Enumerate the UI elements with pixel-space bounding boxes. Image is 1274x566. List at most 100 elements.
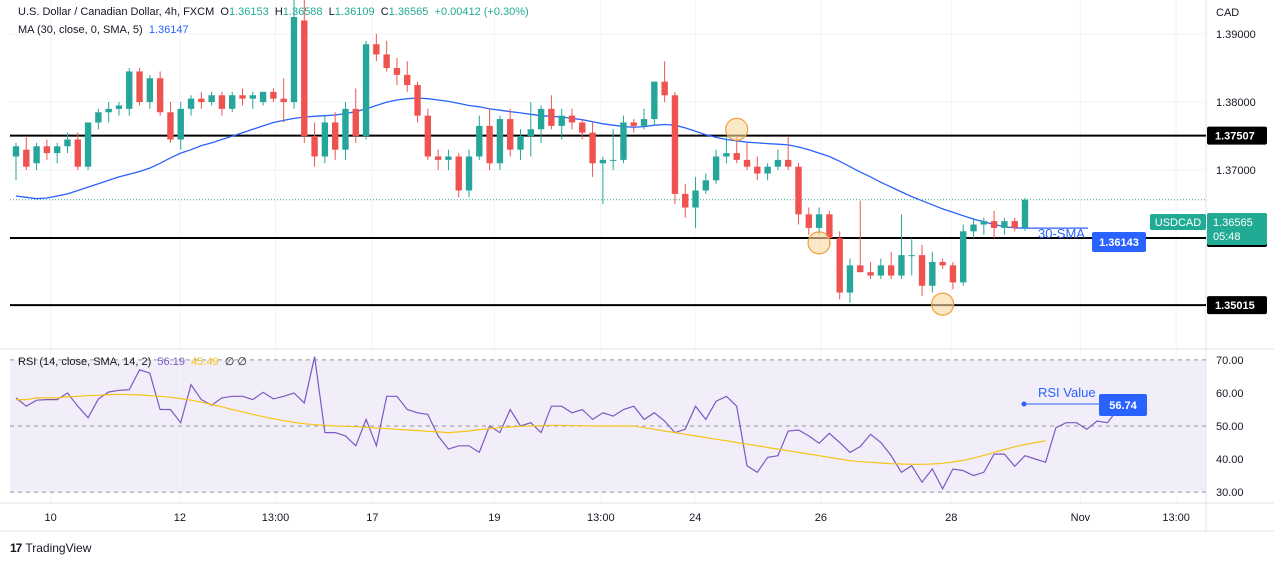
bullish-candle[interactable] xyxy=(126,71,133,109)
bearish-candle[interactable] xyxy=(805,214,812,228)
bullish-candle[interactable] xyxy=(702,180,710,191)
bearish-candle[interactable] xyxy=(857,265,864,273)
bullish-candle[interactable] xyxy=(640,119,648,126)
bullish-candle[interactable] xyxy=(898,255,905,276)
bullish-candle[interactable] xyxy=(723,153,730,157)
bearish-candle[interactable] xyxy=(404,74,411,86)
ma-legend[interactable]: MA (30, close, 0, SMA, 5) 1.36147 xyxy=(18,24,189,36)
bearish-candle[interactable] xyxy=(785,159,792,167)
bullish-candle[interactable] xyxy=(929,261,936,286)
bullish-candle[interactable] xyxy=(846,265,854,293)
bullish-candle[interactable] xyxy=(558,115,565,126)
bullish-candle[interactable] xyxy=(764,166,771,174)
ma30-line[interactable] xyxy=(15,97,1088,229)
bearish-candle[interactable] xyxy=(589,132,596,164)
bullish-candle[interactable] xyxy=(177,108,184,140)
bullish-candle[interactable] xyxy=(115,105,123,109)
bearish-candle[interactable] xyxy=(23,149,30,167)
bullish-candle[interactable] xyxy=(342,108,349,150)
bearish-candle[interactable] xyxy=(548,108,555,126)
bearish-candle[interactable] xyxy=(661,81,668,96)
bullish-candle[interactable] xyxy=(527,129,534,137)
bullish-candle[interactable] xyxy=(496,119,504,164)
bearish-candle[interactable] xyxy=(383,54,390,69)
bearish-candle[interactable] xyxy=(455,156,462,191)
bullish-candle[interactable] xyxy=(476,125,483,157)
bearish-candle[interactable] xyxy=(887,265,895,276)
bearish-candle[interactable] xyxy=(331,122,339,150)
bearish-candle[interactable] xyxy=(1011,221,1018,228)
bullish-candle[interactable] xyxy=(362,44,370,137)
bearish-candle[interactable] xyxy=(939,261,946,266)
bearish-candle[interactable] xyxy=(836,238,843,293)
bearish-candle[interactable] xyxy=(568,115,576,123)
bearish-candle[interactable] xyxy=(373,44,380,55)
rsi-line[interactable] xyxy=(15,356,1129,491)
bearish-candle[interactable] xyxy=(74,139,81,167)
bullish-candle[interactable] xyxy=(1021,199,1029,228)
bearish-candle[interactable] xyxy=(507,119,514,150)
bearish-candle[interactable] xyxy=(743,159,751,167)
bullish-candle[interactable] xyxy=(1001,221,1008,228)
bullish-candle[interactable] xyxy=(877,265,885,276)
bullish-candle[interactable] xyxy=(599,159,607,164)
bearish-candle[interactable] xyxy=(682,193,689,208)
bullish-candle[interactable] xyxy=(259,91,267,103)
bearish-candle[interactable] xyxy=(280,98,287,103)
bullish-candle[interactable] xyxy=(712,156,720,181)
bullish-candle[interactable] xyxy=(970,224,977,232)
bullish-candle[interactable] xyxy=(146,78,154,103)
bullish-candle[interactable] xyxy=(95,112,102,123)
bullish-candle[interactable] xyxy=(187,98,195,109)
bullish-candle[interactable] xyxy=(620,122,627,160)
bullish-candle[interactable] xyxy=(33,146,40,164)
bearish-candle[interactable] xyxy=(239,95,246,99)
bearish-candle[interactable] xyxy=(434,156,442,160)
bearish-candle[interactable] xyxy=(311,136,318,157)
bullish-candle[interactable] xyxy=(980,221,988,225)
bullish-candle[interactable] xyxy=(445,156,452,160)
bearish-candle[interactable] xyxy=(270,91,277,99)
bullish-candle[interactable] xyxy=(960,231,967,283)
bearish-candle[interactable] xyxy=(867,272,874,276)
bullish-candle[interactable] xyxy=(53,146,61,154)
bullish-candle[interactable] xyxy=(249,95,256,99)
bearish-candle[interactable] xyxy=(136,71,143,103)
bullish-candle[interactable] xyxy=(64,139,71,147)
bullish-candle[interactable] xyxy=(609,159,617,161)
bullish-candle[interactable] xyxy=(105,108,112,113)
bullish-candle[interactable] xyxy=(12,146,20,157)
ticker-tag[interactable]: USDCAD 1.36565 05:48 xyxy=(1150,213,1267,245)
bearish-candle[interactable] xyxy=(198,98,205,103)
bearish-candle[interactable] xyxy=(918,255,926,286)
bearish-candle[interactable] xyxy=(167,112,174,140)
bullish-candle[interactable] xyxy=(517,136,524,150)
bearish-candle[interactable] xyxy=(579,122,586,133)
bullish-candle[interactable] xyxy=(908,255,915,257)
bullish-candle[interactable] xyxy=(815,214,823,228)
bearish-candle[interactable] xyxy=(949,265,957,283)
rsi-legend[interactable]: RSI (14, close, SMA, 14, 2) 56.19 45.49 … xyxy=(18,355,247,368)
bearish-candle[interactable] xyxy=(156,78,164,113)
bearish-candle[interactable] xyxy=(671,95,679,194)
bearish-candle[interactable] xyxy=(393,68,401,75)
bearish-candle[interactable] xyxy=(486,125,493,164)
bearish-candle[interactable] xyxy=(414,85,421,116)
bullish-candle[interactable] xyxy=(692,190,699,208)
bearish-candle[interactable] xyxy=(301,20,308,137)
bearish-candle[interactable] xyxy=(630,122,637,126)
symbol-legend[interactable]: U.S. Dollar / Canadian Dollar, 4h, FXCM … xyxy=(18,6,529,18)
bearish-candle[interactable] xyxy=(352,108,359,137)
bearish-candle[interactable] xyxy=(990,221,998,228)
bullish-candle[interactable] xyxy=(651,81,658,120)
bullish-candle[interactable] xyxy=(774,159,782,167)
bullish-candle[interactable] xyxy=(229,95,236,109)
bearish-candle[interactable] xyxy=(754,166,761,174)
bullish-candle[interactable] xyxy=(465,156,473,191)
bullish-candle[interactable] xyxy=(537,108,545,130)
bearish-candle[interactable] xyxy=(795,166,802,215)
bearish-candle[interactable] xyxy=(218,95,226,109)
bearish-candle[interactable] xyxy=(733,153,740,160)
bullish-candle[interactable] xyxy=(84,122,92,167)
